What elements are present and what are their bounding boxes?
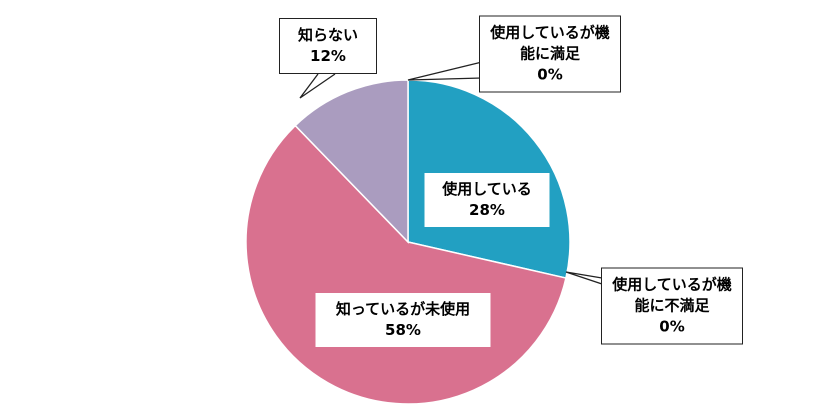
- category-label: 知らない: [297, 26, 358, 44]
- category-label: 使用している: [442, 180, 532, 198]
- value-label: 12%: [310, 47, 346, 65]
- category-label: 使用しているが機能に満足: [490, 23, 610, 63]
- pie-slice: [294, 79, 409, 244]
- data-label: 使用している 28%: [424, 173, 550, 227]
- data-label: 知っているが未使用 58%: [315, 293, 491, 347]
- value-label: 0%: [537, 65, 563, 84]
- callout-tail: [299, 73, 336, 99]
- data-label: 使用しているが機能に満足 0%: [479, 15, 621, 93]
- value-label: 58%: [385, 321, 421, 339]
- value-label: 28%: [469, 201, 505, 219]
- callout-tail: [407, 61, 483, 81]
- data-label: 使用しているが機能に不満足 0%: [601, 267, 743, 345]
- category-label: 知っているが未使用: [335, 300, 471, 318]
- data-label: 知らない 12%: [279, 18, 377, 74]
- category-label: 使用しているが機能に不満足: [612, 275, 732, 315]
- value-label: 0%: [659, 317, 685, 336]
